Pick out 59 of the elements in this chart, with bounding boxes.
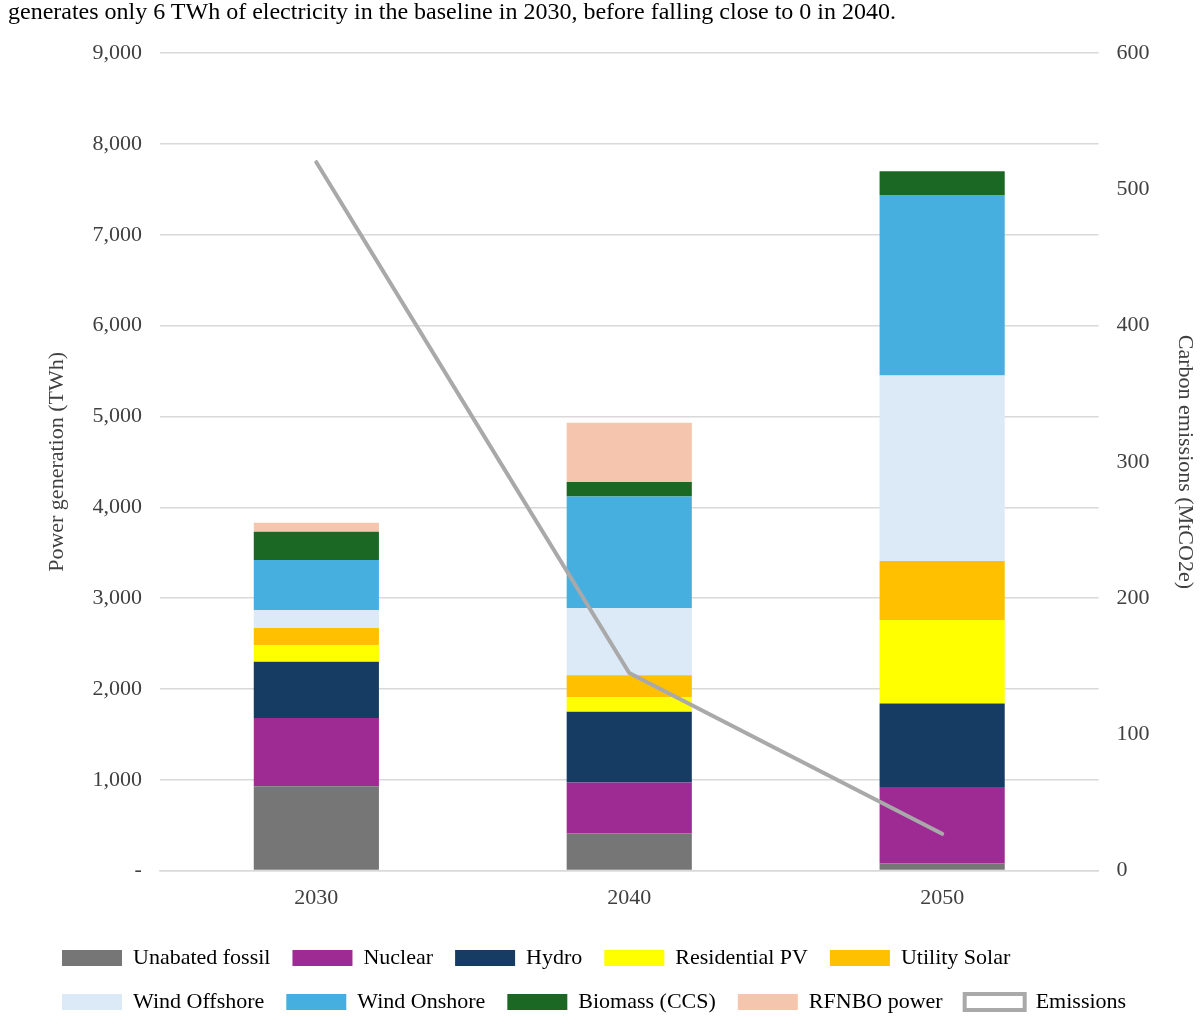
- y2-tick-label: 0: [1116, 856, 1128, 882]
- legend-label: Emissions: [1035, 987, 1127, 1013]
- bar: [879, 619, 1005, 704]
- legend-label: Wind Onshore: [357, 987, 486, 1013]
- bar: [253, 718, 379, 787]
- y-tick-label: 6,000: [92, 311, 142, 337]
- bar: [566, 481, 692, 497]
- bar: [566, 833, 692, 870]
- x-tick-label: 2050: [920, 883, 965, 909]
- y-tick-label: 1,000: [92, 765, 142, 791]
- y-axis-title: Power generation (TWh): [42, 351, 68, 572]
- y-tick-label: 7,000: [92, 220, 142, 246]
- bar: [879, 560, 1005, 620]
- bar: [253, 628, 379, 646]
- bar: [879, 863, 1005, 870]
- y-tick-label: 9,000: [92, 38, 142, 64]
- bar: [566, 422, 692, 482]
- bar: [566, 496, 692, 609]
- y2-tick-label: 400: [1116, 311, 1150, 337]
- legend-label: Utility Solar: [900, 943, 1011, 969]
- bar: [253, 786, 379, 870]
- y2-tick-label: 500: [1116, 175, 1150, 201]
- legend-label: RFNBO power: [808, 987, 944, 1013]
- bar: [879, 194, 1005, 376]
- legend-label: Hydro: [526, 943, 583, 969]
- bar: [253, 531, 379, 560]
- y2-tick-label: 100: [1116, 720, 1150, 746]
- y-tick-label: -: [134, 856, 142, 882]
- bar: [879, 787, 1005, 864]
- bar: [566, 711, 692, 783]
- bar: [566, 608, 692, 676]
- legend-label: Biomass (CCS): [578, 987, 716, 1013]
- y-tick-label: 4,000: [92, 493, 142, 519]
- bar: [879, 171, 1005, 195]
- bar: [253, 661, 379, 719]
- legend-label: Nuclear: [363, 943, 434, 969]
- text: generates only 6 TWh of electricity in the baseline in 2030, before falling close to 0 in 2040.: [7, 0, 897, 24]
- bar: [253, 522, 379, 532]
- bar: [879, 703, 1005, 788]
- y-tick-label: 3,000: [92, 583, 142, 609]
- bar: [566, 782, 692, 834]
- bar: [253, 645, 379, 662]
- bar: [253, 559, 379, 610]
- bar: [879, 375, 1005, 561]
- x-tick-label: 2040: [607, 883, 652, 909]
- y-tick-label: 8,000: [92, 129, 142, 155]
- y2-tick-label: 300: [1116, 447, 1150, 473]
- bar: [566, 675, 692, 698]
- legend-label: Wind Offshore: [133, 987, 265, 1013]
- legend-label: Unabated fossil: [133, 943, 271, 969]
- y2-tick-label: 600: [1116, 38, 1150, 64]
- y2-tick-label: 200: [1116, 583, 1150, 609]
- bar: [253, 609, 379, 629]
- x-tick-label: 2030: [294, 883, 339, 909]
- y2-axis-title: Carbon emissions (MtCO2e): [1174, 334, 1200, 589]
- bar: [566, 697, 692, 712]
- legend-label: Residential PV: [675, 943, 809, 969]
- y-tick-label: 5,000: [92, 402, 142, 428]
- y-tick-label: 2,000: [92, 674, 142, 700]
